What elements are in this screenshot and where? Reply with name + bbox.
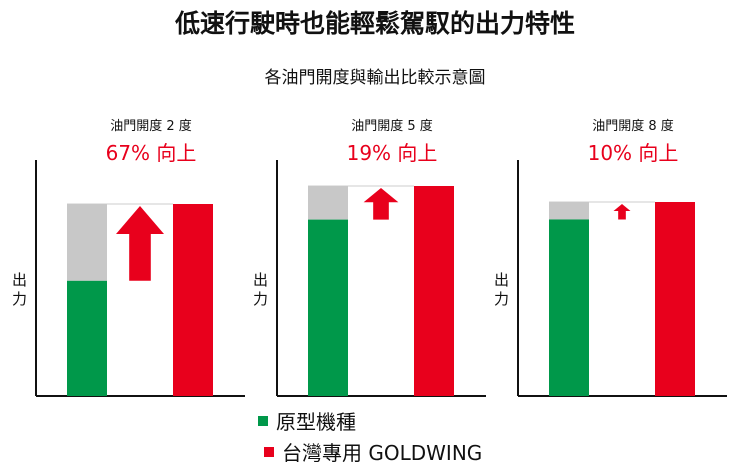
panel-improvement: 67% 向上 [106, 141, 197, 165]
original-bar [67, 280, 107, 396]
y-axis-label-bottom: 力 [494, 290, 509, 308]
chart-subtitle: 各油門開度與輸出比較示意圖 [264, 68, 486, 88]
legend-swatch-original [258, 415, 268, 426]
up-arrow-icon [363, 188, 399, 220]
panel-improvement: 10% 向上 [588, 141, 679, 165]
gap-bar [67, 204, 107, 281]
gap-bar [549, 202, 589, 220]
up-arrow-icon [116, 206, 164, 281]
goldwing-bar [173, 204, 213, 396]
up-arrow-icon [613, 204, 631, 220]
panel-label: 油門開度 2 度 [110, 118, 192, 134]
original-bar [308, 219, 348, 396]
y-axis-label-top: 出 [494, 271, 509, 289]
chart-title: 低速行駛時也能輕鬆駕馭的出力特性 [174, 9, 575, 38]
y-axis-label-top: 出 [12, 271, 27, 289]
y-axis-label-bottom: 力 [253, 290, 268, 308]
legend-item-original: 原型機種 [258, 406, 356, 435]
y-axis-label-top: 出 [253, 271, 268, 289]
panel-label: 油門開度 5 度 [351, 118, 433, 134]
legend-swatch-goldwing [264, 446, 274, 457]
legend-label-goldwing: 台灣專用 GOLDWING [282, 441, 483, 465]
goldwing-bar [655, 202, 695, 396]
panel-label: 油門開度 8 度 [592, 118, 674, 134]
legend-item-goldwing: 台灣專用 GOLDWING [264, 437, 482, 466]
goldwing-bar [414, 186, 454, 396]
original-bar [549, 219, 589, 396]
gap-bar [308, 186, 348, 220]
panel-improvement: 19% 向上 [347, 141, 438, 165]
legend-label-original: 原型機種 [276, 410, 356, 434]
y-axis-label-bottom: 力 [12, 290, 27, 308]
